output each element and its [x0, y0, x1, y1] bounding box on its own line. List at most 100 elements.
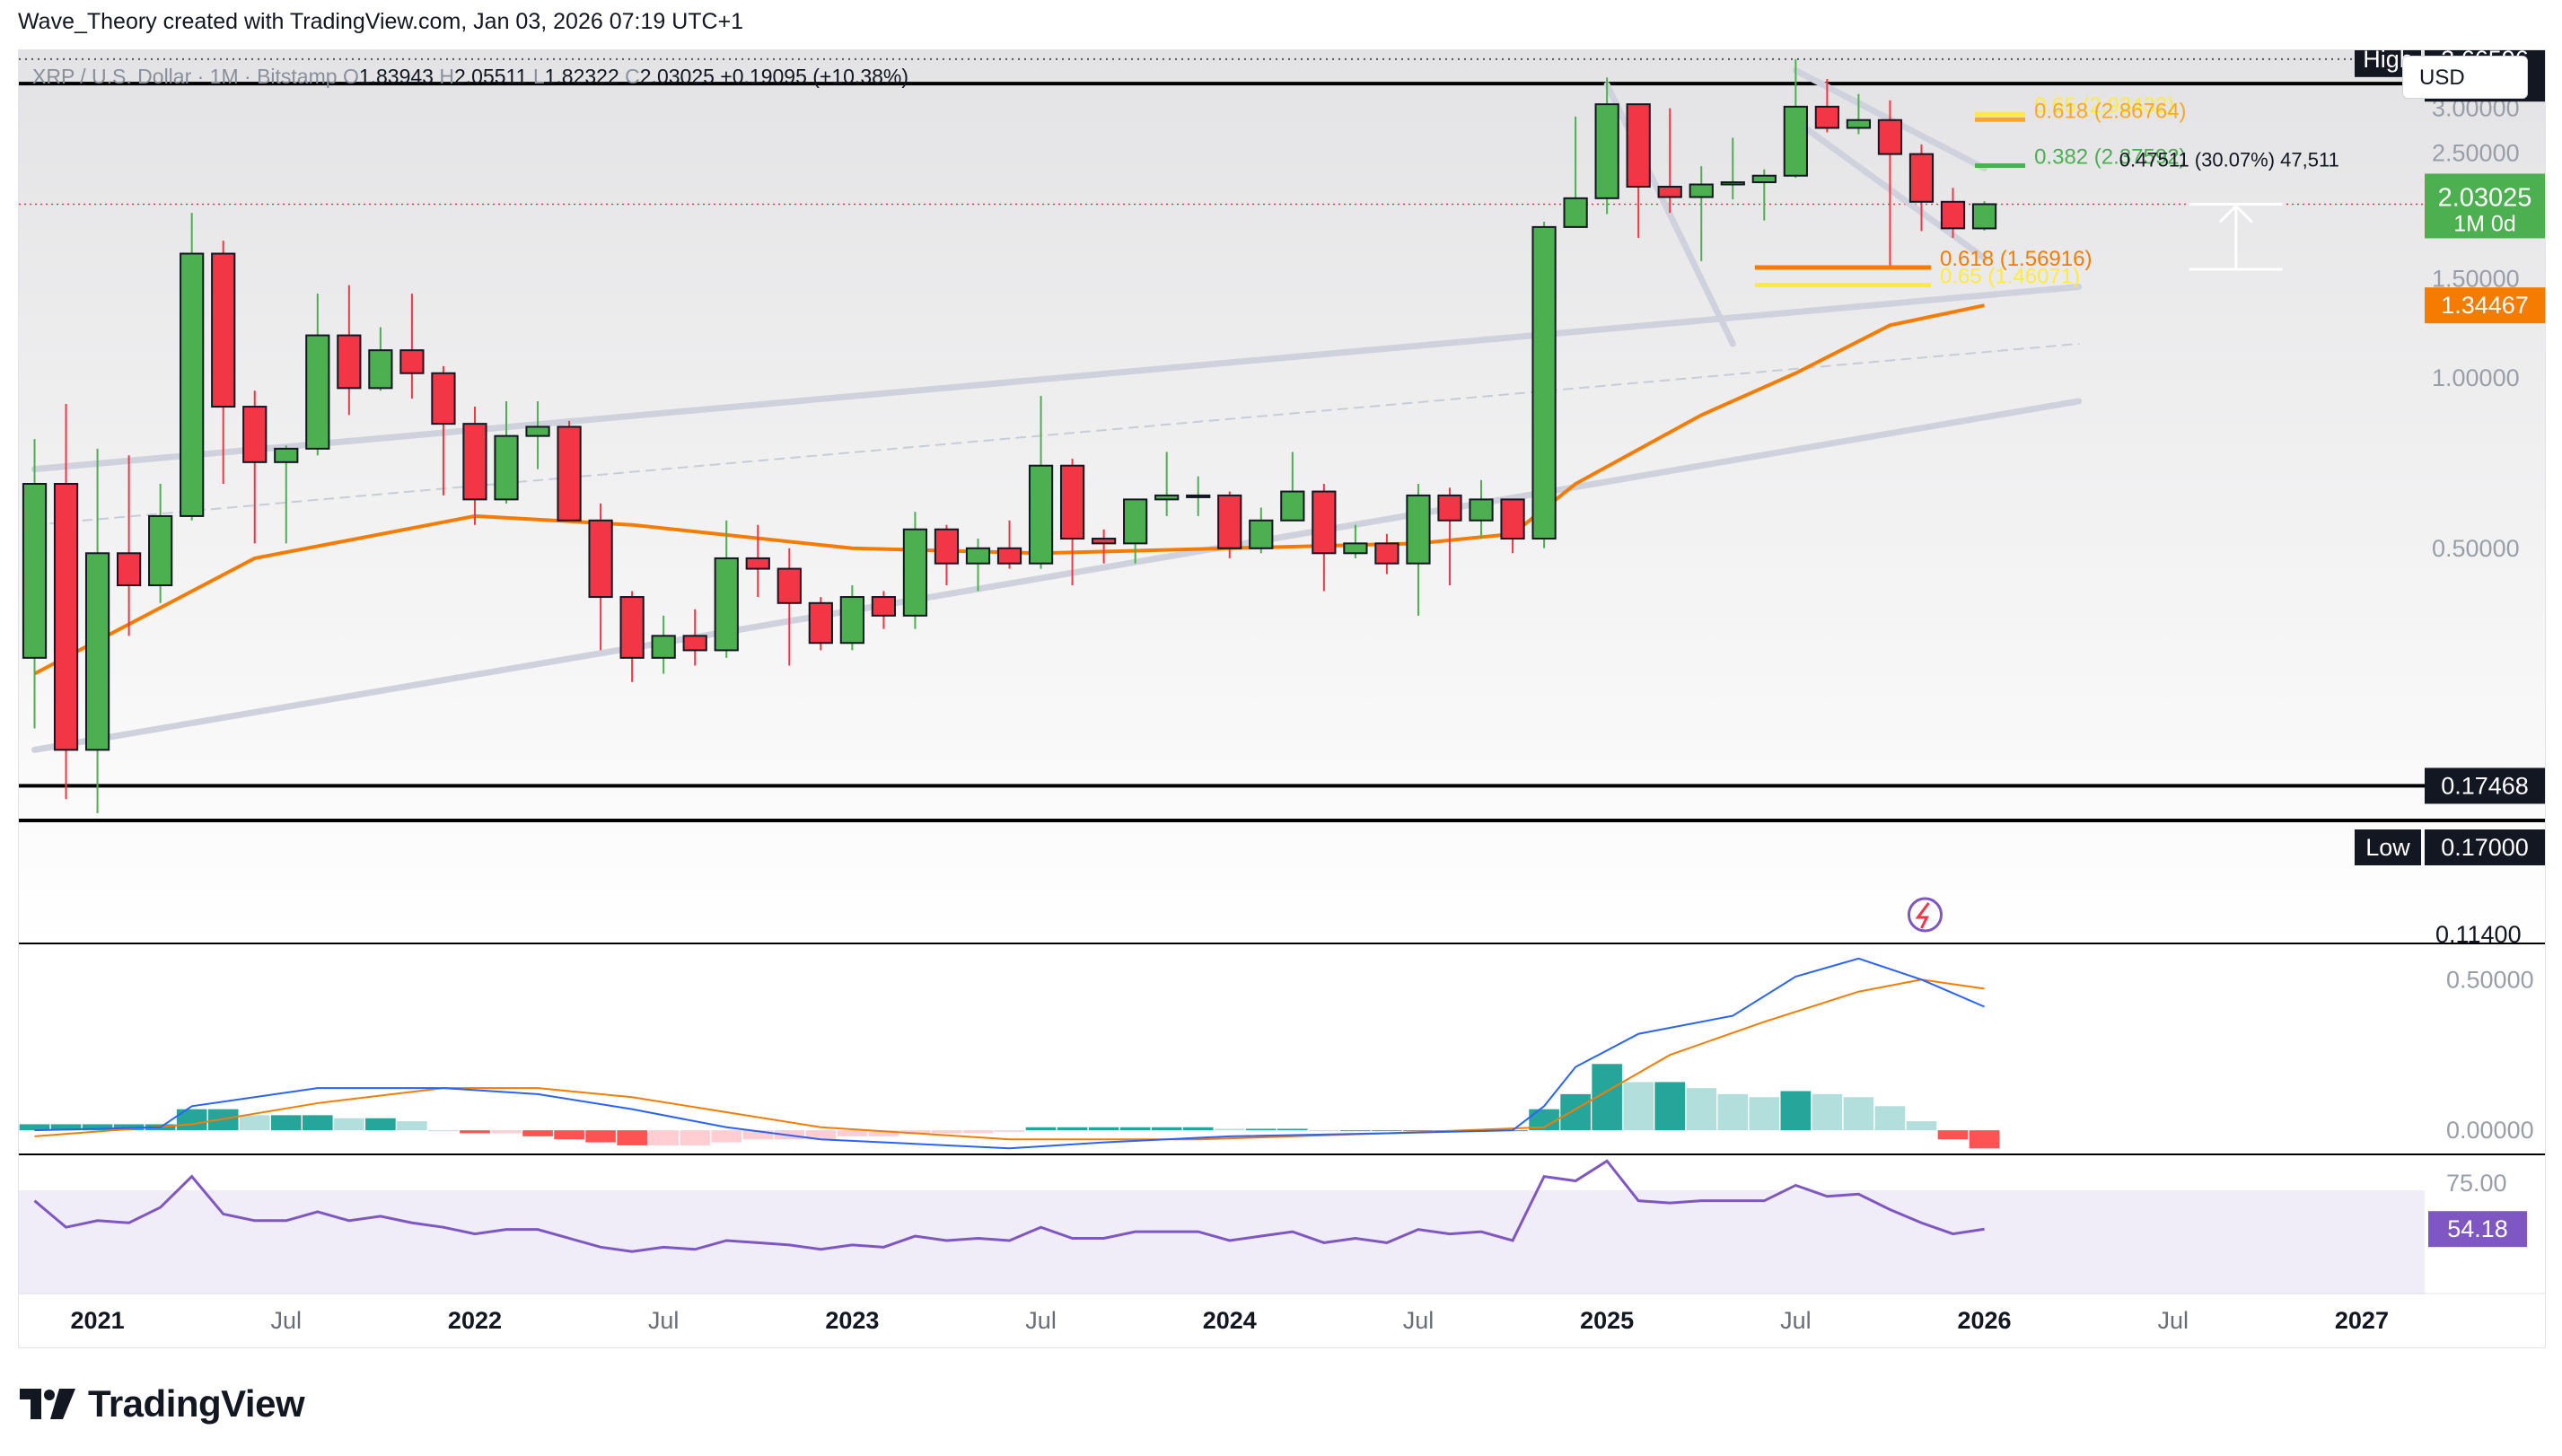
low-value-tag-bg — [2425, 829, 2545, 866]
candle-body — [337, 334, 362, 390]
candle-body — [839, 596, 864, 645]
legend-low-label: L — [532, 65, 545, 88]
tradingview-logo-icon — [20, 1389, 75, 1419]
macd-histogram-bar — [1560, 1093, 1591, 1131]
time-axis-tick: Jul — [1025, 1307, 1057, 1334]
macd-histogram-bar — [1874, 1106, 1906, 1131]
candle-body — [619, 596, 645, 659]
candle-body — [1689, 183, 1714, 198]
currency-button[interactable]: USD — [2402, 56, 2528, 99]
fib-level-label: 0.382 (2.37592) — [2034, 145, 2186, 169]
candle-body — [1249, 519, 1274, 549]
candle-body — [682, 635, 707, 652]
macd-histogram-bar — [805, 1130, 837, 1140]
candle-body — [1437, 494, 1462, 522]
support-tag-bg — [2425, 767, 2545, 804]
price-axis-tick: 0.50000 — [2432, 535, 2520, 562]
time-axis-tick: 2024 — [1203, 1307, 1257, 1334]
candle-body — [651, 635, 676, 659]
macd-signal-line — [34, 978, 1985, 1141]
time-axis-tick: Jul — [648, 1307, 680, 1334]
time-axis-tick: 2025 — [1580, 1307, 1634, 1334]
macd-histogram-bar — [1780, 1091, 1812, 1131]
symbol-legend: XRP / U.S. Dollar · 1M · Bitstamp O1.839… — [32, 65, 908, 89]
macd-histogram-bar — [1529, 1109, 1559, 1131]
tradingview-wordmark: TradingView — [88, 1382, 305, 1425]
macd-histogram-bar — [1151, 1127, 1182, 1131]
candle-body — [1343, 542, 1368, 555]
measure-arrow — [2218, 204, 2253, 224]
chart-svg[interactable]: 0.65 (2.93432)0.618 (2.86764) 0.382 (2.37… — [19, 50, 2545, 1347]
low-value-tag: 0.17000 — [2441, 834, 2529, 861]
candle-body — [242, 406, 268, 463]
candle-body — [1531, 225, 1557, 540]
macd-histogram-bar — [522, 1130, 553, 1136]
candle-body — [494, 434, 519, 501]
macd-histogram-bar — [302, 1115, 333, 1131]
time-axis-tick: 2022 — [448, 1307, 502, 1334]
macd-histogram-bar — [1245, 1128, 1277, 1131]
macd-histogram-bar — [491, 1130, 522, 1134]
candle-body — [1846, 118, 1872, 129]
candle-body — [1186, 494, 1211, 498]
candle-body — [1940, 200, 1966, 230]
macd-histogram-bar — [1749, 1097, 1780, 1131]
macd-histogram-bar — [397, 1121, 427, 1131]
last-price-tag-bg — [2425, 173, 2545, 239]
macd-histogram-bar — [50, 1124, 82, 1131]
macd-histogram-bar — [1969, 1130, 2000, 1149]
channel-line — [33, 342, 2080, 526]
candle-body — [525, 425, 550, 437]
last-price-tag: 2.03025 — [2438, 183, 2532, 212]
ema-tag: 1.34467 — [2441, 292, 2529, 319]
candle-body — [1783, 105, 1808, 177]
rsi-tag: 54.18 — [2447, 1215, 2508, 1242]
candle-body — [1814, 105, 1839, 129]
fib-level-label: 0.65 (1.46071) — [1940, 264, 2080, 288]
macd-histogram-bar — [617, 1130, 647, 1145]
symbol-name[interactable]: XRP / U.S. Dollar · 1M · Bitstamp — [32, 65, 338, 88]
last-price-countdown: 1M 0d — [2453, 211, 2515, 236]
candle-body — [368, 349, 393, 390]
rsi-axis-tick: 75.00 — [2446, 1170, 2507, 1197]
candle-body — [1971, 203, 1997, 230]
macd-histogram-bar — [460, 1130, 490, 1134]
candle-body — [431, 372, 456, 425]
candle-body — [1154, 494, 1180, 501]
rsi-band — [19, 1190, 2425, 1294]
price-axis-tick: 2.50000 — [2432, 140, 2520, 167]
price-axis-cut-label: 0.11400 — [2435, 921, 2522, 948]
candle-body — [557, 425, 582, 522]
candle-body — [1280, 490, 1305, 522]
measure-label: 0.47511 (30.07%) 47,511 — [2119, 148, 2339, 171]
candle-body — [1908, 153, 1935, 203]
ema-tag-bg — [2425, 287, 2545, 324]
alert-icon-circle — [1907, 897, 1943, 933]
candle-body — [53, 483, 79, 751]
macd-histogram-bar — [1372, 1130, 1402, 1132]
macd-histogram-bar — [1403, 1130, 1434, 1132]
time-axis-tick: 2021 — [71, 1307, 125, 1334]
candle-body — [1028, 464, 1054, 565]
macd-histogram-bar — [1843, 1097, 1874, 1131]
candle-body — [1406, 494, 1431, 565]
macd-histogram-bar — [1057, 1127, 1088, 1131]
price-axis-tick: 1.00000 — [2432, 364, 2520, 391]
macd-line — [34, 957, 1985, 1150]
candle-body — [1217, 494, 1242, 549]
macd-histogram-bar — [1309, 1130, 1339, 1132]
candle-body — [399, 349, 425, 374]
chart-area[interactable]: 0.65 (2.93432) 0.618 (2.86764) 0.382 (2.37… — [18, 49, 2546, 1348]
candle-body — [745, 557, 770, 570]
macd-histogram-bar — [931, 1130, 962, 1134]
fib-level-label: 0.618 (2.86764) — [2034, 99, 2186, 123]
macd-histogram-bar — [1182, 1127, 1214, 1131]
time-axis-tick: Jul — [2157, 1307, 2189, 1334]
macd-histogram-bar — [868, 1130, 899, 1136]
rsi-line — [33, 1159, 1985, 1253]
candle-body — [588, 519, 613, 599]
macd-histogram-bar — [1812, 1093, 1843, 1131]
candle-body — [1312, 490, 1337, 555]
time-axis-tick: 2027 — [2335, 1307, 2389, 1334]
legend-change: +0.19095 (+10.38%) — [720, 65, 909, 88]
